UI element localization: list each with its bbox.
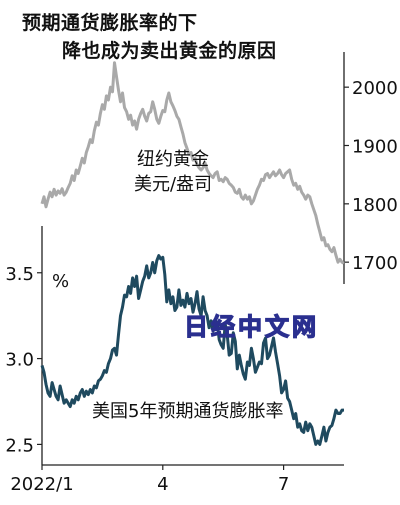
gold-tick-label: 1900 xyxy=(352,137,398,158)
x-tick-label: 4 xyxy=(157,474,168,495)
gold-series-label-line-1: 纽约黄金 xyxy=(137,149,209,170)
inflation-tick-label: 3.0 xyxy=(5,350,34,371)
gold-tick-label: 1700 xyxy=(352,253,398,274)
gold-axis: 1700 1800 1900 2000 xyxy=(343,52,398,284)
inflation-line xyxy=(40,254,344,446)
gold-tick-label: 2000 xyxy=(352,78,398,99)
gold-series-label-line-2: 美元/盎司 xyxy=(134,174,212,195)
inflation-axis: 2.5 3.0 3.5% xyxy=(5,226,69,465)
inflation-tick-label: 2.5 xyxy=(5,435,34,456)
x-tick-label: 2022/1 xyxy=(10,474,73,495)
inflation-tick-label: 3.5 xyxy=(5,264,34,285)
gold-price-line xyxy=(40,61,345,265)
chart-title-line-2: 降也成为卖出黄金的原因 xyxy=(62,40,277,62)
inflation-series-label: 美国5年预期通货膨胀率 xyxy=(92,401,283,422)
x-axis: 2022/1 4 7 xyxy=(10,464,344,495)
inflation-unit-label: % xyxy=(52,271,69,292)
chart-title-line-1: 预期通货膨胀率的下 xyxy=(22,12,198,34)
gold-tick-label: 1800 xyxy=(352,195,398,216)
x-tick-label: 7 xyxy=(278,474,289,495)
watermark-text: 日经中文网 xyxy=(184,313,319,341)
series-layer xyxy=(40,61,345,446)
